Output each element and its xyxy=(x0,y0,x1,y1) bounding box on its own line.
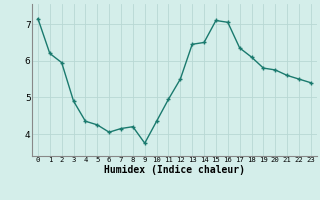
X-axis label: Humidex (Indice chaleur): Humidex (Indice chaleur) xyxy=(104,165,245,175)
